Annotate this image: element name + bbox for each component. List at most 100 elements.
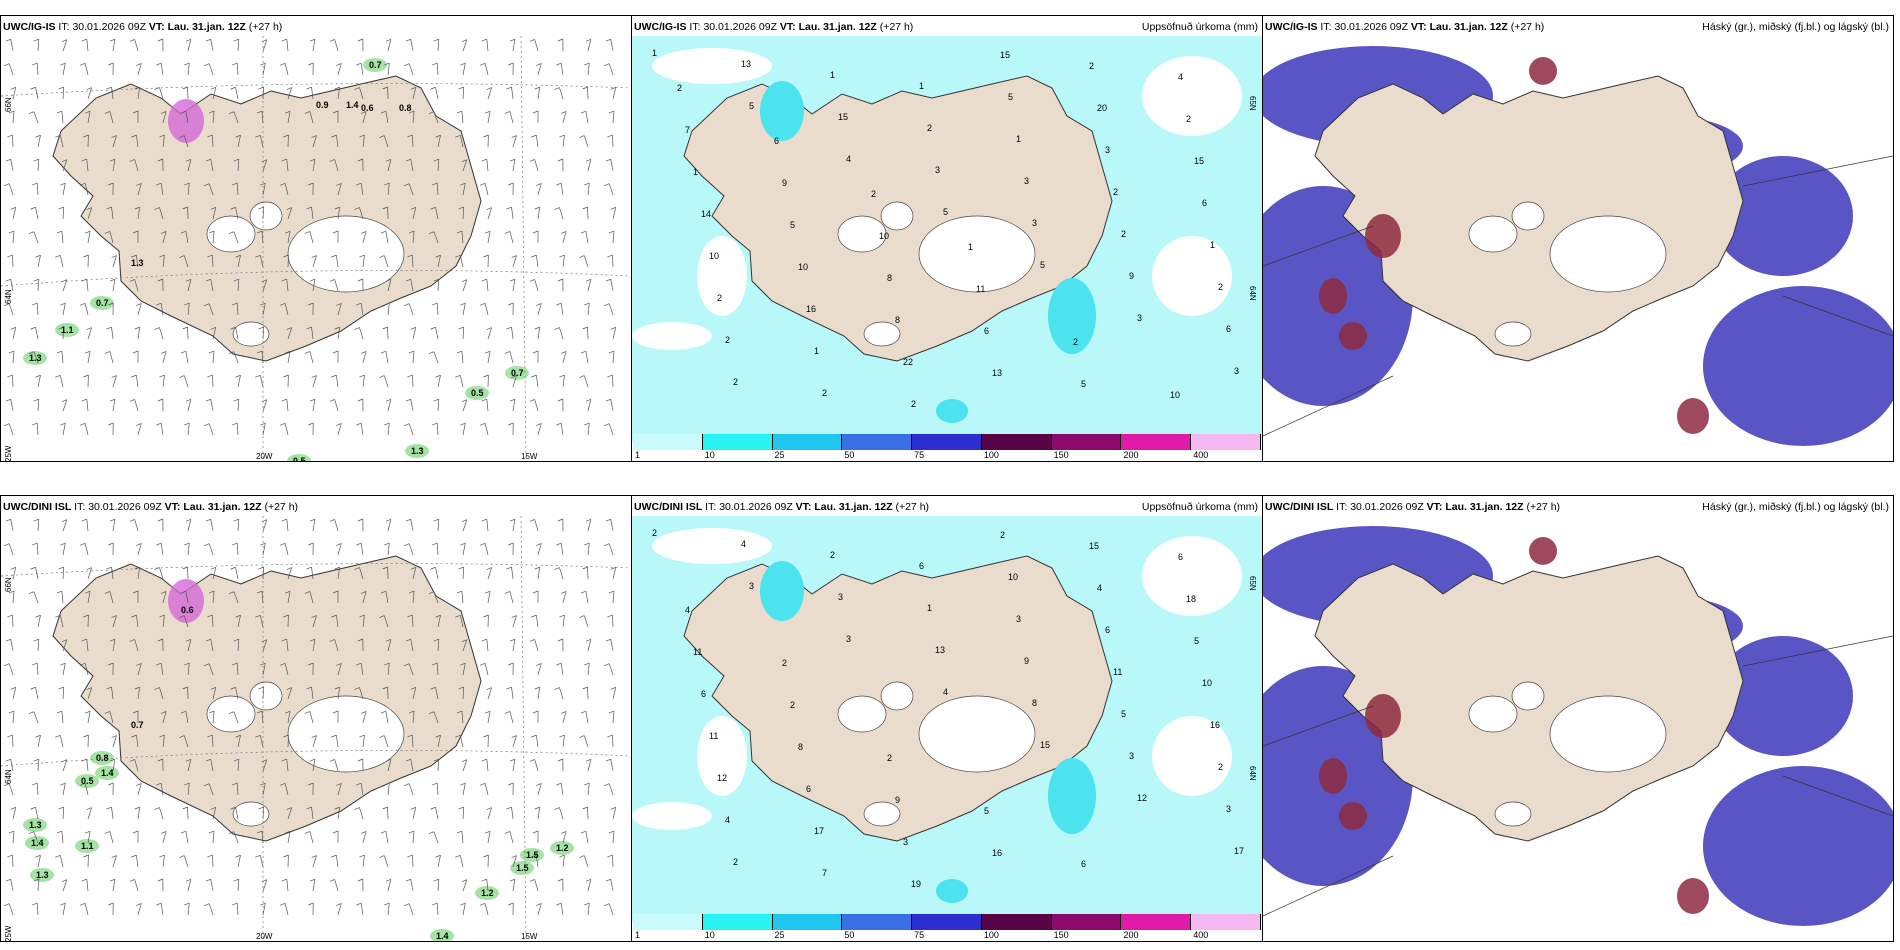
wind-barb-flag	[509, 278, 516, 282]
wind-barb-flag	[7, 254, 13, 258]
value-label: 3	[1032, 218, 1037, 228]
wind-barb-flag	[111, 615, 117, 618]
wind-barb-flag	[385, 159, 392, 162]
wind-barb-flag	[256, 230, 263, 234]
wind-barb-flag	[129, 759, 135, 762]
wind-barb-flag	[185, 279, 192, 282]
wind-barb-flag	[608, 230, 615, 234]
wind-barb-flag	[279, 903, 286, 906]
wind-barb	[612, 854, 614, 868]
wind-barb	[62, 279, 68, 292]
colorbar-tick: 10	[704, 450, 715, 460]
wind-barb	[87, 567, 93, 580]
wind-barb-flag	[180, 230, 187, 234]
wind-barb-flag	[531, 614, 537, 618]
wind-barb-flag	[184, 662, 190, 666]
wind-barb-flag	[532, 110, 539, 114]
wind-barb	[486, 159, 489, 172]
wind-barb-flag	[435, 254, 441, 258]
panel-wind-precip-igis: UWC/IG-IS IT: 30.01.2026 09Z VT: Lau. 31…	[0, 15, 632, 462]
wind-barb-flag	[405, 38, 411, 42]
wind-barb-flag	[584, 182, 590, 186]
wind-barb-flag	[432, 422, 438, 426]
high-cloud-area	[1677, 398, 1709, 434]
wind-barb-flag	[557, 398, 563, 402]
value-label: 15	[838, 112, 848, 122]
wind-barb	[362, 135, 365, 148]
wind-barb	[236, 423, 239, 436]
wind-barb-flag	[405, 638, 411, 642]
wind-barb-flag	[529, 759, 535, 762]
precip-blob	[475, 886, 499, 900]
wind-barb-flag	[306, 86, 312, 90]
wind-barb	[608, 183, 614, 196]
heavy-precip	[760, 81, 1096, 423]
value-label: 3	[1137, 313, 1142, 323]
wind-barb-flag	[385, 639, 392, 642]
value-label: 5	[943, 207, 948, 217]
wind-barb	[59, 615, 64, 628]
wind-barb	[35, 567, 39, 580]
wind-barb-flag	[111, 375, 117, 378]
wind-barb	[261, 231, 264, 244]
wind-barb	[62, 879, 68, 892]
wind-barb	[337, 543, 342, 556]
wind-barb	[112, 855, 117, 868]
wind-barb-flag	[331, 134, 337, 138]
wind-barb-flag	[83, 374, 89, 378]
wind-barb-flag	[357, 878, 363, 882]
wind-barb-flag	[55, 614, 61, 618]
wind-barb	[8, 663, 14, 676]
wind-barb-flag	[286, 567, 292, 570]
wind-barb-flag	[410, 686, 416, 690]
dry-area	[652, 528, 772, 564]
wind-barb-flag	[33, 878, 39, 882]
wind-barb-flag	[430, 686, 436, 690]
wind-barb-flag	[408, 590, 415, 594]
wind-barb	[162, 711, 167, 724]
wind-barb-flag	[308, 62, 314, 66]
wind-barb-flag	[408, 830, 415, 834]
wind-barb-flag	[603, 423, 610, 426]
wind-barb-flag	[408, 710, 415, 714]
value-label: 1.4	[436, 931, 449, 941]
wind-barb	[537, 903, 542, 916]
wind-barb	[335, 615, 339, 628]
wind-barb	[137, 567, 141, 580]
wind-barb	[459, 375, 464, 388]
wind-barb-flag	[8, 710, 15, 714]
wind-barb-flag	[258, 86, 264, 90]
borders	[1263, 635, 1893, 917]
wind-barb	[433, 111, 439, 124]
wind-barb	[259, 615, 264, 628]
wind-barb-flag	[584, 62, 590, 66]
wind-barb-flag	[32, 782, 38, 786]
wind-barb-flag	[131, 374, 137, 378]
wind-barb	[159, 87, 164, 100]
wind-barb	[387, 663, 390, 676]
value-label: 4	[1178, 72, 1183, 82]
wind-barb	[587, 279, 592, 292]
value-label: 6	[701, 689, 706, 699]
dry-area	[1152, 236, 1232, 316]
wind-barb-flag	[360, 351, 367, 354]
value-label: 13	[992, 368, 1002, 378]
wind-barb-flag	[432, 542, 438, 546]
iceland-landmass	[52, 75, 482, 362]
wind-barb-flag	[354, 327, 360, 330]
wind-barb-flag	[605, 878, 611, 882]
wind-barb	[160, 183, 164, 196]
wind-barb	[487, 687, 493, 700]
wind-barb	[262, 783, 266, 796]
wind-barb-flag	[235, 134, 241, 138]
wind-barb-flag	[506, 326, 512, 330]
wind-barb-flag	[557, 518, 563, 522]
wind-barb-flag	[484, 110, 491, 114]
wind-barb	[137, 327, 141, 340]
wind-barb-flag	[61, 879, 68, 882]
wind-barb-flag	[136, 903, 142, 906]
cloud-area	[1713, 636, 1853, 756]
value-label: 0.5	[471, 388, 484, 398]
wind-barb	[261, 351, 264, 364]
colorbar-tick: 75	[914, 930, 925, 940]
